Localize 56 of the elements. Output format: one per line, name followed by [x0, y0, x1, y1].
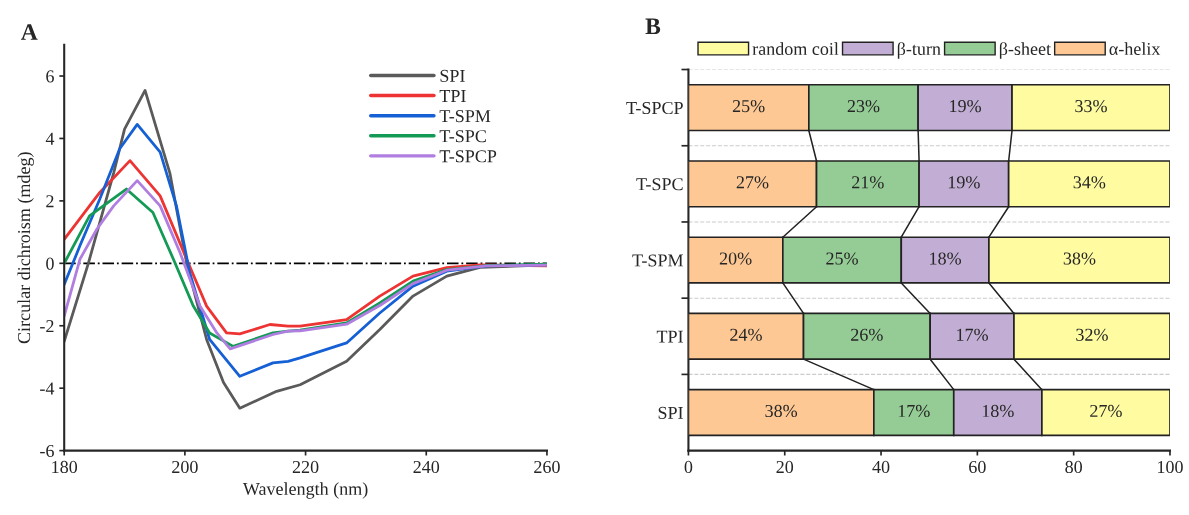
x-tick-label: 0 [684, 460, 693, 474]
data-label: 19% [950, 99, 982, 113]
y-tick-label: T-SPM [632, 254, 684, 267]
data-label: 18% [982, 404, 1014, 418]
data-label: 24% [730, 328, 762, 341]
data-label: 26% [851, 328, 883, 341]
chart-title: A [20, 24, 38, 40]
x-tick-label: 240 [413, 460, 440, 474]
data-label: 20% [719, 252, 752, 265]
legend-label: β-sheet [999, 42, 1051, 59]
data-label: 34% [1073, 176, 1106, 189]
x-tick-label: 60 [969, 460, 986, 474]
y-tick-label: -2 [40, 320, 54, 333]
data-label: 27% [1090, 404, 1122, 418]
x-axis-title: Wavelength (nm) [242, 482, 368, 499]
legend-label: TPI [439, 90, 466, 102]
data-label: 21% [852, 176, 884, 189]
y-tick-label: TPI [656, 330, 683, 343]
x-tick-label: 220 [292, 460, 319, 474]
legend-label: α-helix [1109, 42, 1161, 56]
y-tick-label: T-SPC [636, 178, 683, 191]
data-label: 38% [765, 404, 798, 418]
y-tick-label: 2 [46, 195, 54, 208]
y-tick-label: T-SPCP [626, 101, 683, 115]
x-tick-label: 100 [1158, 460, 1183, 474]
y-tick-label: 6 [46, 70, 54, 83]
y-tick-label: -6 [40, 444, 54, 458]
legend-label: β-turn [897, 42, 941, 59]
data-label: 25% [732, 99, 765, 113]
legend-label: T-SPC [439, 130, 486, 143]
data-label: 38% [1063, 252, 1096, 265]
legend-label: T-SPM [439, 110, 491, 123]
x-tick-label: 260 [534, 460, 560, 474]
data-label: 27% [736, 176, 769, 189]
x-tick-label: 20 [776, 460, 794, 474]
legend-label: T-SPCP [439, 150, 497, 163]
y-tick-label: SPI [658, 406, 683, 419]
chart-title: B [645, 18, 661, 35]
y-axis-title: Circular dichroism (mdeg) [17, 152, 34, 344]
legend-label: SPI [440, 69, 465, 82]
y-tick-label: -4 [40, 382, 55, 395]
x-tick-label: 200 [172, 460, 198, 474]
data-label: 19% [948, 176, 980, 189]
data-label: 25% [826, 252, 858, 265]
x-tick-label: 180 [52, 460, 78, 474]
data-label: 17% [957, 328, 988, 341]
x-tick-label: 40 [872, 460, 890, 474]
y-tick-label: 4 [45, 132, 55, 145]
data-label: 18% [930, 252, 962, 265]
data-label: 32% [1076, 328, 1108, 341]
y-tick-label: 0 [46, 257, 54, 270]
legend-label: random coil [752, 42, 839, 56]
data-label: 17% [898, 404, 930, 418]
data-label: 23% [847, 99, 880, 113]
data-label: 33% [1075, 99, 1107, 113]
x-tick-label: 80 [1065, 460, 1083, 474]
